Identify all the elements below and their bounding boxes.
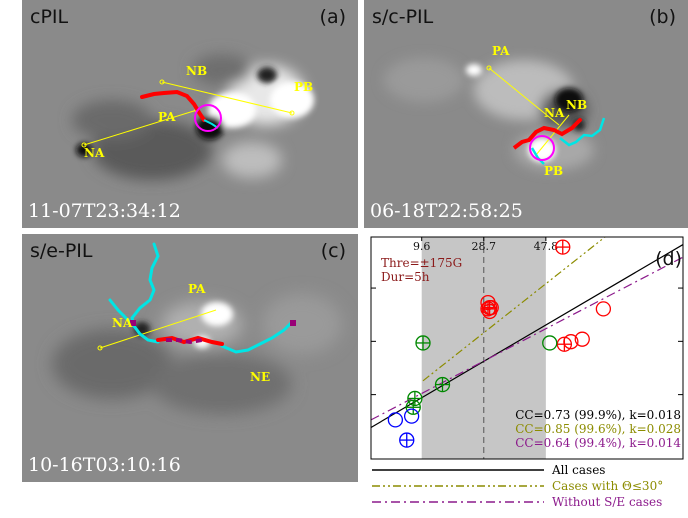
data-point: [542, 335, 558, 351]
region-label: NE: [250, 370, 271, 384]
magnetogram-a-image: [22, 0, 358, 228]
panel-title: cPIL: [30, 6, 69, 28]
panel-label: (c): [320, 240, 346, 262]
magnetogram-panel-a: cPIL (a) 11-07T23:34:12 NB PB PA NA: [22, 0, 358, 228]
pil-cyan-line: [203, 119, 219, 129]
panel-label: (d): [655, 248, 682, 270]
data-point: [403, 408, 420, 424]
magnetogram-c-image: [22, 234, 358, 482]
region-label: NA: [544, 106, 565, 120]
legend-label: Without S/E cases: [552, 495, 662, 509]
data-point: [387, 412, 404, 428]
data-point: [481, 303, 498, 320]
pil-cyan-line: [130, 242, 160, 328]
x-tick-label: 9.6: [413, 240, 431, 253]
legend-label: All cases: [551, 463, 605, 477]
threshold-annotation: Dur=5h: [381, 270, 430, 284]
fit-line-all: [370, 244, 684, 428]
region-label: NB: [566, 98, 588, 112]
scatter-panel-d: 9.6 28.7 47.8 Thre=±175G Dur=5h CC=0.73 (99.9…: [368, 234, 688, 514]
flare-circle: [529, 135, 555, 161]
plot-frame: [370, 236, 684, 460]
legend-label: Cases with Θ≤30°: [552, 479, 663, 493]
panel-label: (b): [649, 6, 676, 28]
region-label: PA: [188, 282, 206, 296]
fit-line-no-se: [370, 256, 684, 421]
region-label: NA: [112, 316, 133, 330]
panel-label: (a): [319, 6, 346, 28]
correlation-stat: CC=0.64 (99.4%), k=0.014: [515, 436, 681, 450]
region-label: PA: [158, 110, 176, 124]
panel-title: s/c-PIL: [372, 6, 434, 28]
magnetogram-panel-c: s/e-PIL (c) 10-16T03:10:16 PA NA NE: [22, 234, 358, 482]
connector-line: [83, 109, 198, 146]
correlation-stat: CC=0.85 (99.6%), k=0.028: [515, 422, 681, 436]
panel-timestamp: 10-16T03:10:16: [28, 454, 181, 476]
data-point: [574, 331, 590, 347]
pil-red-line: [527, 118, 582, 142]
pil-cyan-line: [559, 117, 606, 147]
pil-purple-line: [166, 338, 203, 345]
x-tick-label: 47.8: [534, 240, 559, 253]
region-label: PB: [544, 164, 564, 178]
panel-title: s/e-PIL: [30, 240, 93, 262]
panel-timestamp: 11-07T23:34:12: [28, 200, 181, 222]
flare-circle: [194, 104, 222, 132]
connector-line: [161, 81, 293, 114]
data-point: [595, 301, 612, 317]
region-label: PB: [294, 80, 314, 94]
panel-timestamp: 06-18T22:58:25: [370, 200, 523, 222]
region-label: NB: [186, 64, 208, 78]
pil-red-line: [140, 89, 206, 122]
region-label: PA: [492, 44, 510, 58]
fit-line-theta: [422, 236, 606, 382]
x-tick-label: 28.7: [472, 240, 497, 253]
correlation-stat: CC=0.73 (99.9%), k=0.018: [515, 408, 681, 422]
magnetogram-b-image: [364, 0, 688, 228]
threshold-annotation: Thre=±175G: [381, 256, 462, 270]
magnetogram-panel-b: s/c-PIL (b) 06-18T22:58:25 PA NA NB PB: [364, 0, 688, 228]
region-label: NA: [84, 146, 105, 160]
